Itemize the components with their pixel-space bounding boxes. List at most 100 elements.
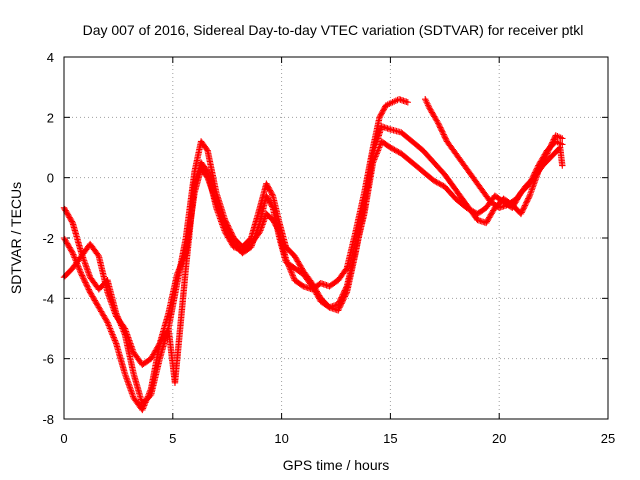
data-point: [559, 135, 566, 142]
data-point: [538, 156, 545, 164]
data-point: [76, 266, 83, 273]
data-point: [395, 148, 402, 156]
data-point: [95, 304, 103, 311]
data-point: [93, 300, 100, 307]
data-point: [162, 330, 169, 338]
data-point: [435, 121, 443, 128]
data-point: [375, 145, 382, 153]
data-point: [425, 103, 433, 110]
data-point: [97, 306, 104, 314]
data-point: [108, 329, 116, 337]
data-point: [487, 211, 495, 218]
data-point: [221, 228, 229, 236]
data-point: [285, 261, 292, 269]
data-point: [435, 120, 442, 127]
data-point: [101, 315, 109, 322]
y-tick-label: 4: [47, 50, 54, 65]
data-point: [140, 403, 147, 411]
data-point: [488, 210, 495, 217]
data-point: [288, 269, 295, 276]
data-point: [92, 298, 99, 306]
data-point: [76, 267, 84, 275]
x-tick-label: 20: [492, 431, 506, 446]
data-point: [99, 311, 106, 318]
data-point: [153, 345, 160, 353]
data-point: [228, 241, 236, 248]
data-point: [149, 352, 156, 360]
data-point: [80, 275, 87, 282]
plot-area-border: [63, 56, 609, 420]
data-point: [388, 145, 395, 152]
data-point: [291, 252, 298, 260]
data-point: [426, 105, 433, 112]
data-point: [468, 207, 476, 215]
data-point: [422, 96, 429, 103]
data-point: [430, 177, 438, 184]
data-point: [525, 195, 532, 202]
data-point: [89, 293, 96, 300]
data-point: [147, 387, 154, 394]
data-point: [341, 287, 349, 294]
data-point: [107, 326, 114, 334]
data-point: [66, 244, 73, 251]
data-point: [539, 155, 546, 162]
data-point: [148, 354, 156, 361]
data-point: [100, 312, 107, 319]
data-point: [110, 334, 117, 341]
data-point: [268, 191, 276, 198]
data-point: [105, 322, 112, 329]
data-point: [490, 207, 497, 214]
data-point: [337, 295, 345, 302]
data-point: [103, 317, 110, 325]
data-point: [439, 129, 447, 137]
data-point: [394, 148, 401, 155]
data-point: [542, 150, 549, 157]
data-point: [65, 243, 72, 250]
data-point: [485, 215, 492, 223]
data-point: [433, 117, 440, 124]
data-point: [226, 236, 233, 244]
data-point: [489, 208, 496, 216]
data-point: [109, 331, 116, 338]
data-point: [431, 113, 438, 120]
data-point: [442, 135, 449, 142]
data-point: [97, 308, 105, 315]
data-point: [296, 262, 304, 269]
data-point: [90, 295, 98, 303]
data-point: [486, 212, 494, 220]
data-point: [111, 337, 119, 344]
data-point: [387, 144, 394, 151]
data-point: [156, 340, 163, 347]
data-point: [145, 391, 152, 399]
x-tick-label: 5: [169, 431, 176, 446]
data-point: [255, 230, 263, 237]
data-point: [224, 232, 231, 240]
data-point: [104, 320, 112, 328]
x-tick-label: 10: [274, 431, 288, 446]
data-point: [482, 219, 490, 227]
data-point: [296, 261, 303, 268]
x-tick-label: 25: [601, 431, 615, 446]
data-point: [312, 289, 320, 297]
data-point: [521, 203, 528, 211]
data-point: [434, 179, 442, 187]
data-point: [75, 264, 83, 272]
data-point: [295, 259, 302, 267]
data-point: [486, 214, 493, 221]
data-point: [289, 272, 296, 279]
data-point: [336, 296, 344, 304]
data-point: [315, 294, 322, 301]
data-point: [336, 304, 343, 311]
data-point: [84, 284, 92, 292]
data-point: [175, 266, 183, 273]
data-point: [109, 332, 117, 340]
data-point: [86, 287, 93, 295]
data-point: [338, 294, 345, 301]
data-point: [203, 167, 210, 174]
data-point: [518, 209, 525, 216]
data-point: [142, 397, 150, 405]
data-point: [145, 390, 153, 397]
data-point: [85, 286, 92, 293]
data-point: [438, 182, 446, 189]
